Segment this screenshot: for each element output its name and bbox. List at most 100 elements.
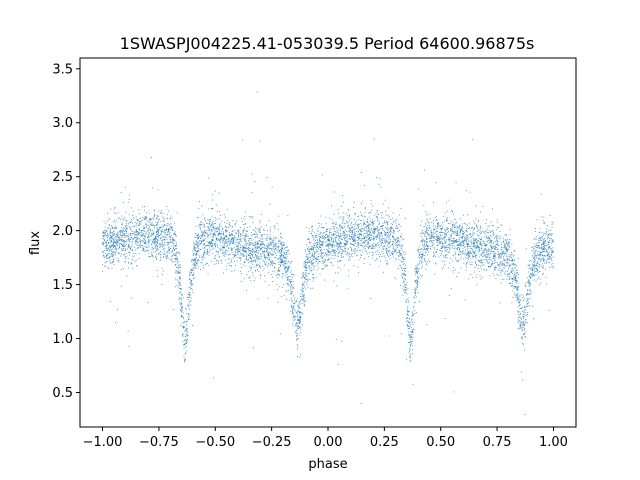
- data-point: [111, 232, 113, 233]
- data-point: [220, 233, 222, 235]
- data-point: [497, 253, 499, 255]
- data-point: [424, 255, 426, 256]
- data-point: [281, 246, 283, 248]
- data-point: [336, 231, 338, 233]
- data-point: [285, 257, 286, 259]
- data-point: [514, 274, 516, 275]
- data-point: [166, 237, 168, 239]
- data-point: [122, 230, 124, 232]
- data-point: [107, 228, 109, 230]
- data-point: [459, 236, 461, 238]
- data-point: [480, 278, 482, 280]
- data-point: [297, 325, 299, 327]
- data-point: [487, 253, 489, 255]
- data-point: [360, 211, 362, 213]
- data-point: [273, 241, 275, 243]
- data-point: [508, 256, 510, 258]
- data-point: [199, 243, 201, 245]
- data-point: [426, 215, 428, 217]
- data-point: [180, 297, 182, 299]
- data-point: [433, 201, 435, 203]
- data-point: [152, 229, 153, 231]
- data-point: [249, 244, 251, 246]
- data-point: [528, 268, 530, 270]
- data-point: [181, 288, 183, 290]
- data-point: [435, 218, 437, 220]
- data-point: [170, 222, 172, 224]
- data-point: [163, 236, 165, 238]
- data-point: [376, 216, 378, 217]
- data-point: [186, 330, 188, 332]
- data-point: [267, 236, 269, 238]
- data-point: [299, 317, 301, 319]
- data-point: [267, 257, 269, 259]
- data-point: [300, 316, 301, 318]
- data-point: [136, 265, 138, 267]
- data-point: [133, 237, 135, 239]
- data-point: [401, 253, 403, 255]
- data-point: [365, 237, 367, 239]
- data-point: [345, 243, 347, 245]
- data-point: [153, 215, 155, 217]
- data-point: [242, 247, 244, 249]
- data-point: [495, 236, 497, 238]
- data-point: [503, 259, 505, 261]
- data-point: [450, 237, 452, 239]
- data-point: [104, 234, 106, 236]
- data-point: [534, 263, 536, 265]
- data-point: [452, 225, 454, 227]
- data-point: [227, 230, 229, 232]
- data-point: [117, 231, 119, 233]
- data-point: [228, 247, 230, 249]
- data-point: [289, 265, 291, 267]
- data-point: [330, 243, 332, 245]
- data-point: [481, 245, 483, 247]
- data-point: [153, 231, 155, 233]
- data-point: [343, 251, 345, 253]
- data-point: [327, 235, 329, 237]
- data-point: [440, 228, 442, 229]
- data-point: [317, 242, 319, 244]
- data-point: [525, 323, 527, 325]
- data-point: [511, 260, 513, 262]
- data-point: [420, 240, 422, 242]
- data-point: [166, 214, 168, 216]
- data-point: [533, 247, 535, 249]
- data-point: [339, 232, 341, 234]
- data-point: [203, 253, 205, 255]
- data-point: [176, 257, 178, 259]
- data-point: [246, 234, 248, 236]
- data-point: [386, 251, 388, 253]
- data-point: [411, 341, 413, 342]
- data-point: [182, 325, 184, 327]
- data-point: [511, 270, 513, 272]
- data-point: [437, 224, 439, 226]
- data-point: [478, 250, 480, 252]
- data-point: [359, 238, 360, 240]
- data-point: [327, 243, 329, 245]
- data-point: [244, 223, 246, 225]
- data-point: [401, 247, 403, 249]
- data-point: [125, 244, 127, 246]
- data-point: [514, 292, 516, 294]
- data-point: [353, 240, 355, 242]
- data-point: [370, 297, 372, 299]
- data-point: [454, 239, 456, 241]
- data-point: [292, 283, 294, 285]
- data-point: [494, 248, 496, 250]
- data-point: [108, 253, 110, 255]
- data-point: [161, 246, 163, 248]
- data-point: [283, 266, 285, 268]
- data-point: [364, 230, 365, 232]
- data-point: [426, 261, 428, 263]
- data-point: [198, 248, 200, 250]
- data-point: [281, 255, 283, 257]
- data-point: [238, 248, 240, 250]
- data-point: [117, 309, 119, 311]
- data-point: [112, 227, 114, 229]
- data-point: [271, 248, 273, 250]
- data-point: [227, 263, 229, 265]
- data-point: [543, 267, 544, 269]
- data-point: [331, 251, 333, 253]
- data-point: [381, 235, 383, 237]
